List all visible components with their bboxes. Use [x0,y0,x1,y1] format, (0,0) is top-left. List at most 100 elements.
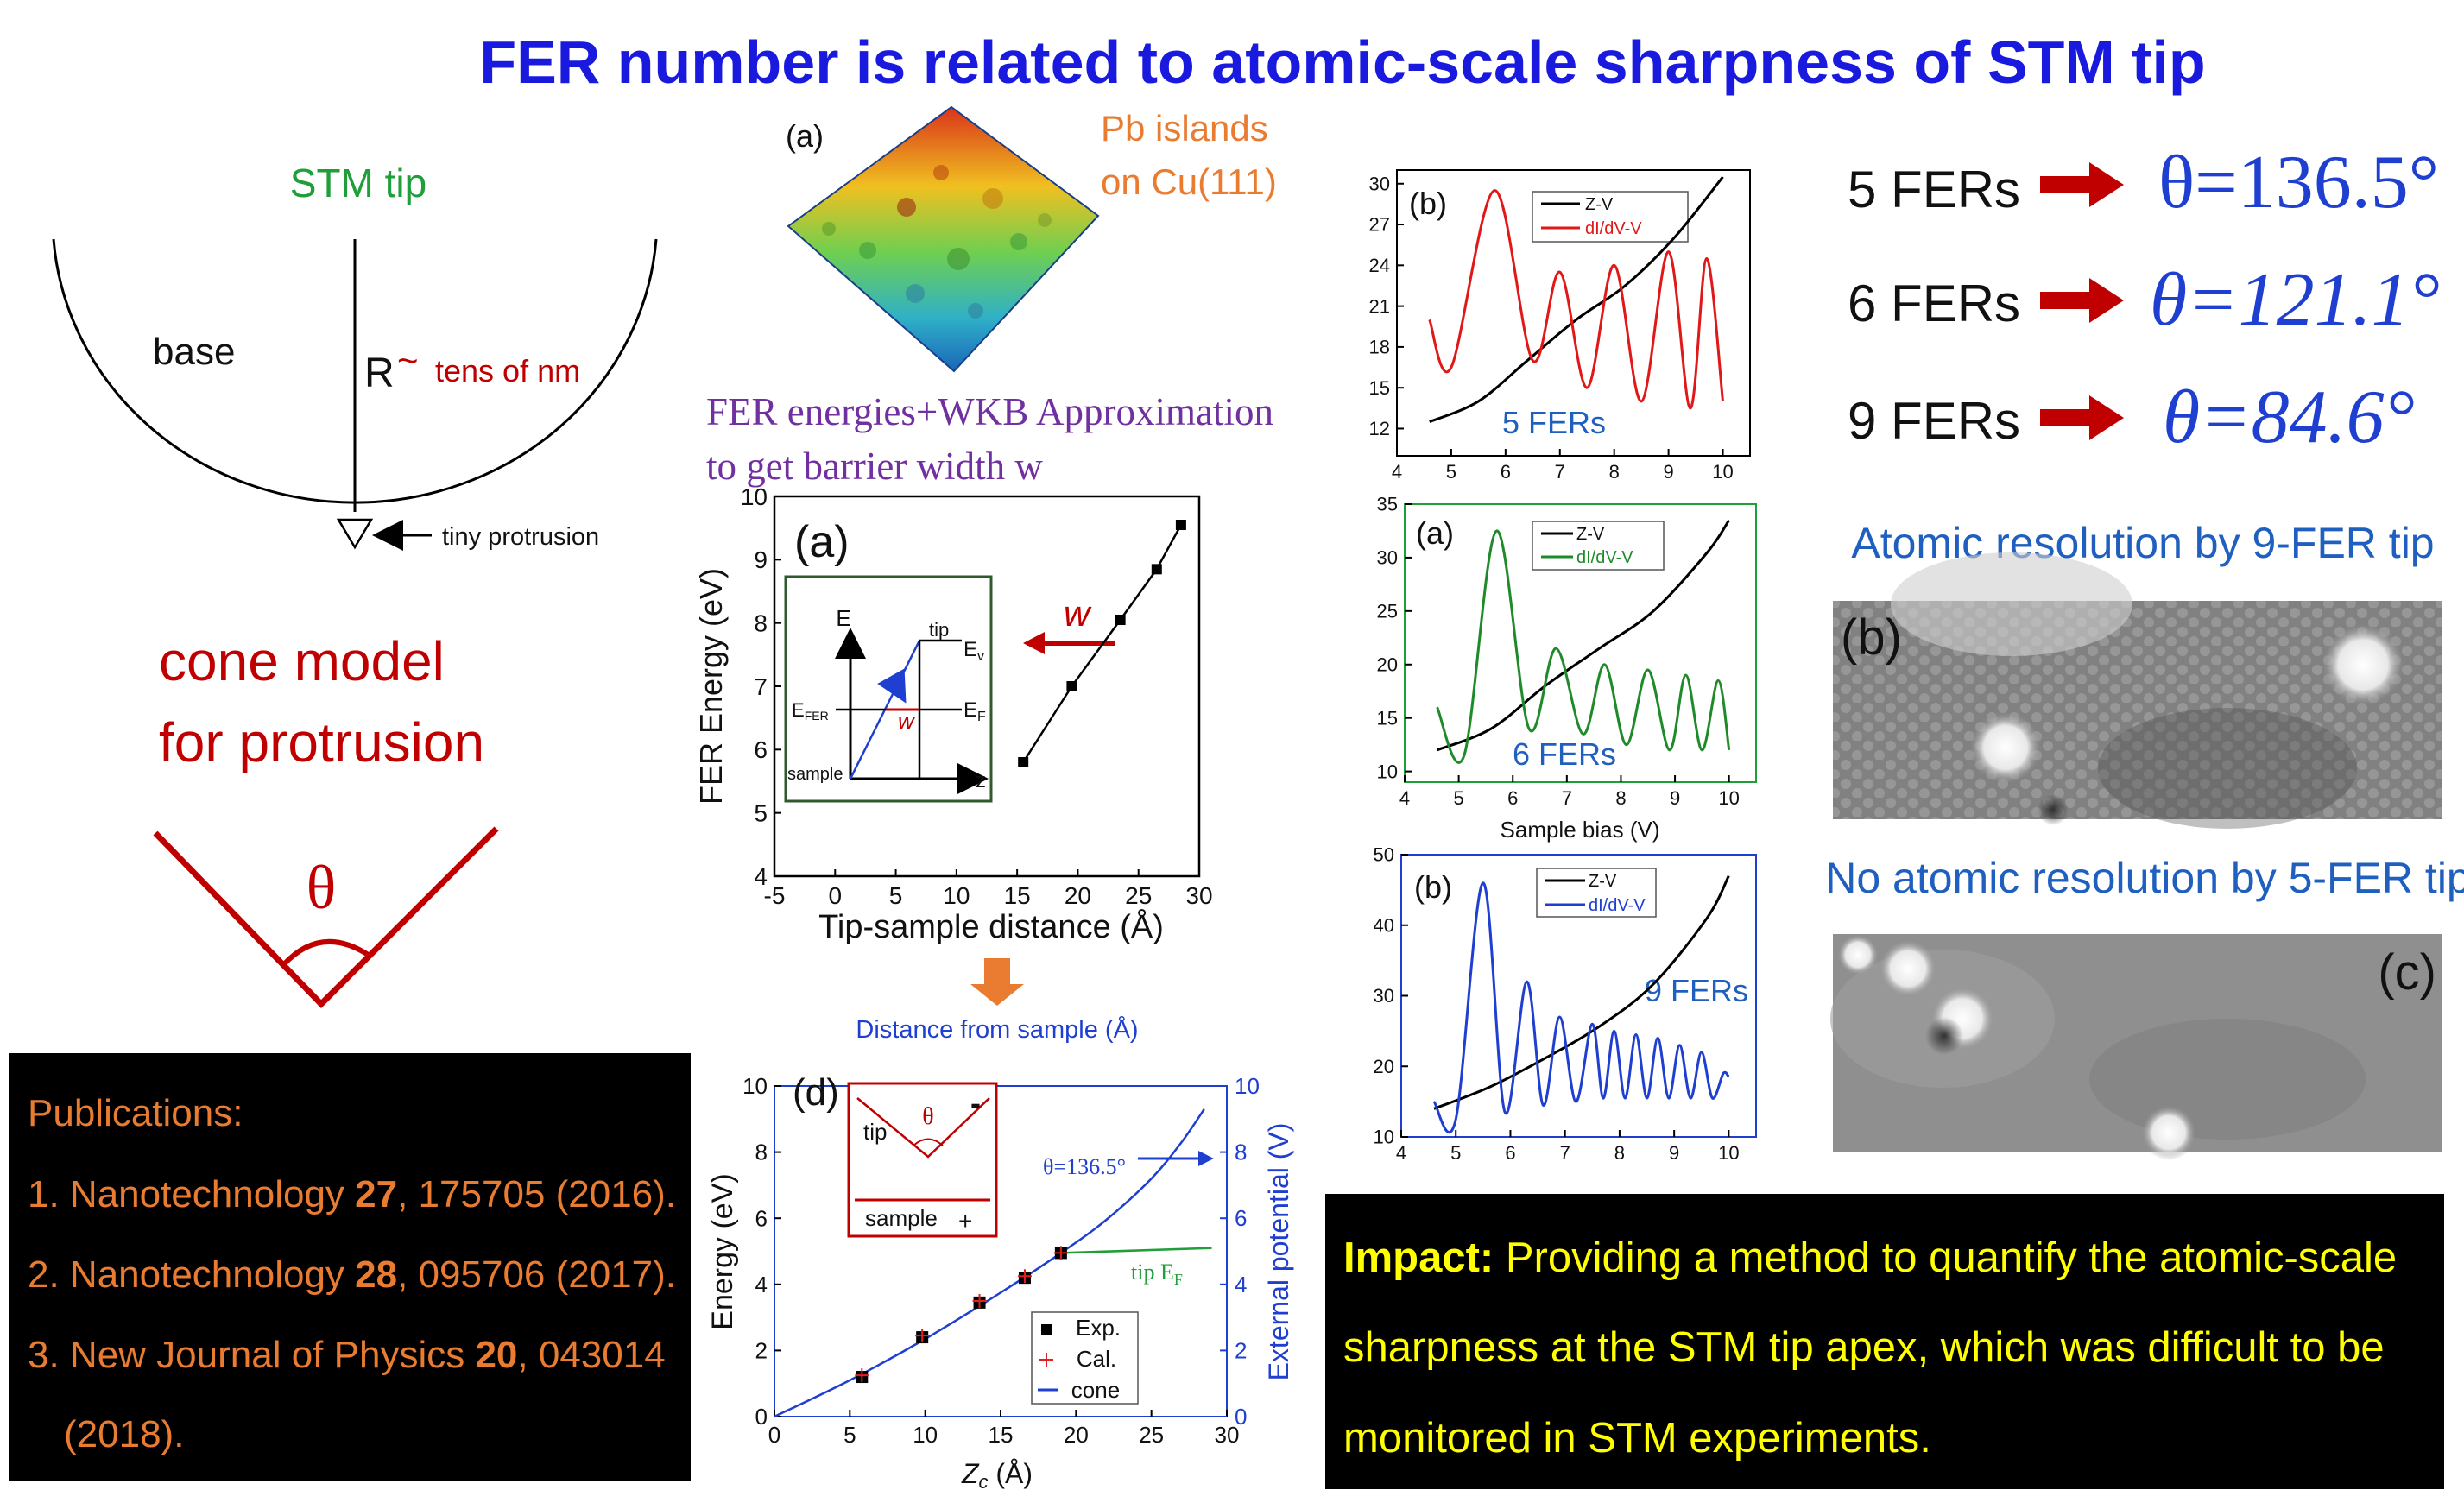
y-tick-label: 20 [1377,653,1398,675]
y-tick-label: 8 [755,1140,768,1165]
chart-a-panel-label: (a) [794,517,850,567]
legend-exp: Exp. [1076,1315,1121,1341]
legend-cal: Cal. [1077,1346,1116,1372]
y-tick-label: 6 [755,1205,768,1231]
inset-z-label: z [976,769,986,792]
publications-box: Publications: 1. Nanotechnology 27, 1757… [9,1053,691,1481]
spectra-5fer-chart: (b) 5 FERs Z-V dI/dV-V 4 5 6 7 8 9 10 12 15 18 21 2… [1369,169,1751,483]
y-tick-label: 5 [754,799,768,826]
x-tick-label: 4 [1399,787,1410,809]
r-value-label: tens of nm [435,353,580,388]
y-tick-label: 10 [1374,1127,1394,1148]
x-tick-label: 10 [1718,787,1739,809]
spectra9-count-label: 9 FERs [1645,973,1748,1008]
chart-d-legend: Exp. Cal. cone [1031,1311,1139,1405]
x-tick-label: 8 [1609,461,1620,483]
result-9-arrow [2040,395,2124,440]
base-label: base [153,331,235,373]
impact-line2: sharpness at the STM tip apex, which was… [1343,1324,2385,1371]
down-arrow [970,958,1024,1006]
w-arrow-head [1023,632,1045,654]
x-tick-label: 5 [843,1422,856,1448]
pb-terrain-texture [822,165,1052,319]
chart-d-ylabel-right: External potential (V) [1263,1123,1294,1381]
x-tick-label: 5 [889,882,903,909]
result-6-theta: θ=121.1° [2150,258,2440,342]
x-tick-label: 4 [1392,461,1402,483]
x-tick-label: 8 [1614,1142,1625,1164]
chart-d-panel-label: (d) [793,1071,839,1114]
x-tick-label: 15 [989,1422,1014,1448]
y-tick-label: 40 [1374,914,1394,936]
y-right-tick-label: 2 [1235,1337,1247,1363]
cone-model-line1: cone model [159,630,445,692]
x-tick-label: 5 [1450,1142,1461,1164]
cone-inset-sample: sample [865,1205,938,1231]
cone-model-line2: for protrusion [159,711,484,773]
slide-title: FER number is related to atomic-scale sh… [479,28,2205,96]
x-tick-label: 9 [1669,1142,1679,1164]
wkb-text-line2: to get barrier width w [706,445,1043,488]
cone-inset-plus: + [958,1208,972,1234]
theta-136-label: θ=136.5° [1043,1154,1126,1179]
x-tick-label: 10 [1712,461,1733,483]
inset-tip-label: tip [929,619,949,641]
y-tick-label: 20 [1374,1056,1394,1077]
cone-inset-tip: tip [863,1119,887,1145]
spectra6-legend-didv: dI/dV-V [1576,548,1633,567]
atomic-image-b-label: (b) [1841,609,1902,666]
cone-inset-theta: θ [922,1103,933,1130]
inset-w-label: w [898,708,916,734]
fer-point [1115,615,1126,625]
spectra9-legend-didv: dI/dV-V [1589,896,1646,915]
cone-theta: θ [306,853,337,922]
x-tick-label: 7 [1562,787,1572,809]
didv-curve [1436,529,1731,764]
y-right-tick-label: 6 [1235,1205,1247,1231]
inset-sample-label: sample [787,765,843,784]
x-tick-label: 9 [1663,461,1673,483]
x-tick-label: 0 [828,882,842,909]
inset-e-label: E [836,605,850,631]
zv-curve [1429,175,1724,423]
x-tick-label: 7 [1560,1142,1570,1164]
result-6fers: 6 FERs [1848,275,2020,332]
x-tick-label: -5 [764,882,786,909]
inset-efer-label: EFER [792,699,829,723]
x-tick-label: 9 [1670,787,1680,809]
result-9fers: 9 FERs [1848,392,2020,450]
y-tick-label: 15 [1369,377,1390,399]
cal-point [972,1293,987,1308]
atomic-image-c: (c) [1830,934,2442,1160]
fer-energy-chart: (a) FER Energy (eV) Tip-sample distance … [693,483,1213,945]
y-tick-label: 12 [1369,418,1390,439]
x-tick-label: 5 [1453,787,1463,809]
spectra9-panel-label: (b) [1414,869,1452,905]
stm-tip-label: STM tip [290,161,426,205]
inset-ev-label: Ev [963,638,984,664]
result-6-arrow [2040,278,2124,323]
x-tick-label: 20 [1065,882,1091,909]
spectra5-legend-zv: Z-V [1585,195,1614,214]
spectra5-panel-label: (b) [1409,186,1447,221]
zv-curve [1433,874,1730,1110]
y-tick-label: 9 [754,546,768,573]
cone-shape [153,826,499,1008]
y-tick-label: 30 [1374,985,1394,1007]
y-right-tick-label: 8 [1235,1140,1247,1165]
result-5-arrow [2040,162,2124,207]
result-9-theta: θ=84.6° [2163,376,2415,459]
y-tick-label: 18 [1369,337,1390,358]
y-right-tick-label: 0 [1235,1404,1247,1430]
cal-point [1017,1269,1032,1284]
x-tick-label: 5 [1446,461,1456,483]
spectra6-legend-zv: Z-V [1576,525,1605,544]
chart-a-ylabel: FER Energy (eV) [693,568,729,805]
x-tick-label: 0 [768,1422,780,1448]
result-5-theta: θ=136.5° [2158,141,2439,224]
x-tick-label: 10 [943,882,970,909]
x-tick-label: 30 [1215,1422,1240,1448]
didv-curve [1428,189,1725,410]
spectra6-xlabel: Sample bias (V) [1501,817,1660,843]
